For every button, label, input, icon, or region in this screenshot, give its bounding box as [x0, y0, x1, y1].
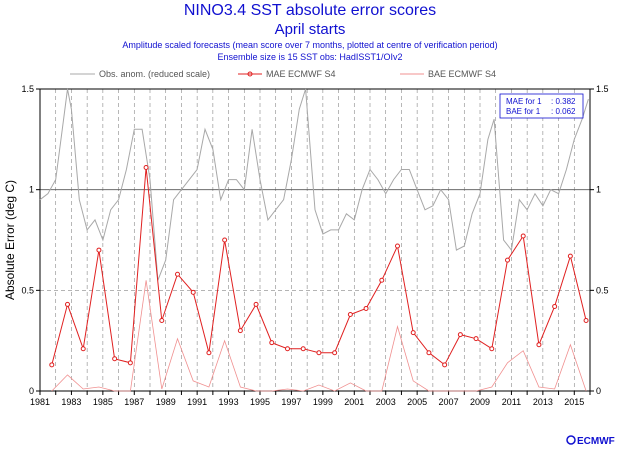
ecmwf-logo: ECMWF [566, 435, 615, 447]
y-tick-label: 0.5 [21, 285, 34, 295]
mae-stat-value: : 0.382 [551, 97, 576, 106]
mae-point [159, 318, 165, 324]
x-tick-label: 2011 [502, 397, 521, 407]
stats-box: MAE for 1 : 0.382 BAE for 1 : 0.062 [499, 93, 584, 119]
mae-point [363, 305, 369, 311]
x-tick-label: 1981 [30, 397, 50, 407]
x-tick-label: 1991 [187, 397, 207, 407]
mae-point [237, 328, 243, 334]
mae-point [583, 318, 589, 324]
mae-point [489, 346, 495, 352]
y-tick-label: 1 [29, 185, 34, 195]
y-axis-label: Absolute Error (deg C) [3, 180, 17, 300]
mae-point [332, 350, 338, 356]
mae-point [206, 350, 212, 356]
x-tick-label: 1983 [61, 397, 81, 407]
x-tick-label: 2003 [376, 397, 396, 407]
mae-point [347, 311, 353, 317]
mae-point [410, 330, 416, 336]
mae-point [80, 346, 86, 352]
mae-point [175, 271, 180, 277]
x-tick-label: 1995 [250, 397, 270, 407]
x-tick-label: 1997 [281, 397, 301, 407]
x-tick-label: 1987 [124, 397, 144, 407]
mae-point [96, 247, 102, 253]
legend-obs: Obs. anom. (reduced scale) [99, 69, 210, 79]
x-tick-label: 2007 [439, 397, 459, 407]
chart-ensemble-info: Ensemble size is 15 SST obs: HadISST1/OI… [217, 52, 403, 62]
mae-point [379, 277, 385, 283]
mae-point [222, 237, 228, 243]
chart-title: NINO3.4 SST absolute error scores [183, 2, 437, 19]
mae-point [505, 257, 510, 263]
bae-stat-value: : 0.062 [551, 107, 576, 116]
legend: Obs. anom. (reduced scale) MAE ECMWF S4 … [70, 69, 496, 79]
plot-area: 0 0 0.5 0.5 1 1 1.5 1.5 1981 1983 1985 1987 1989 1991… [21, 84, 608, 407]
mae-point [190, 289, 196, 295]
bae-line [51, 280, 587, 392]
y-tick-label: 0 [29, 386, 34, 396]
mae-point [65, 301, 70, 307]
y-tick-label-right: 1.5 [596, 84, 609, 94]
mae-point [426, 350, 432, 356]
mae-point [300, 346, 306, 352]
x-tick-label: 2015 [564, 397, 584, 407]
mae-point [552, 303, 558, 309]
x-tick-label: 2001 [344, 397, 364, 407]
legend-mae: MAE ECMWF S4 [266, 69, 336, 79]
mae-point [473, 336, 479, 342]
mae-point [285, 346, 290, 352]
ecmwf-logo-icon [566, 435, 576, 445]
chart-description: Amplitude scaled forecasts (mean score o… [122, 40, 498, 50]
x-tick-label: 1985 [93, 397, 113, 407]
mae-point [143, 165, 149, 171]
mae-point [442, 362, 448, 368]
x-tick-label: 2005 [407, 397, 427, 407]
mae-point [112, 356, 118, 362]
logo-text: ECMWF [577, 436, 615, 447]
x-tick-label: 2009 [470, 397, 490, 407]
mae-point [269, 340, 275, 346]
x-tick-label: 1999 [313, 397, 333, 407]
chart-subtitle: April starts [274, 21, 346, 38]
y-tick-label-right: 1 [596, 185, 601, 195]
x-tick-label: 1993 [219, 397, 239, 407]
mae-line [51, 167, 587, 366]
mae-point [49, 362, 55, 368]
mae-point [567, 253, 573, 259]
plot-frame [39, 88, 591, 392]
mae-point [536, 342, 542, 348]
mae-point [395, 243, 400, 249]
x-tick-label: 1989 [156, 397, 176, 407]
mae-point [520, 233, 526, 239]
y-tick-label-right: 0.5 [596, 285, 609, 295]
obs-line [39, 88, 589, 281]
legend-bae: BAE ECMWF S4 [428, 69, 496, 79]
bae-stat-label: BAE for 1 [506, 107, 541, 116]
x-tick-label: 2013 [533, 397, 553, 407]
mae-point [127, 360, 133, 366]
mae-point [253, 301, 259, 307]
mae-point [316, 350, 322, 356]
y-tick-label: 1.5 [21, 84, 34, 94]
mae-point [457, 332, 463, 338]
y-tick-label-right: 0 [596, 386, 601, 396]
mae-stat-label: MAE for 1 [506, 97, 542, 106]
